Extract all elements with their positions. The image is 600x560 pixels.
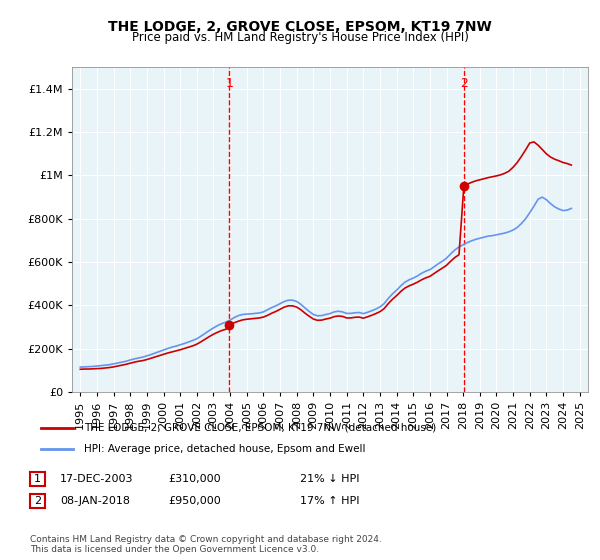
Text: 21% ↓ HPI: 21% ↓ HPI — [300, 474, 359, 484]
Text: Contains HM Land Registry data © Crown copyright and database right 2024.
This d: Contains HM Land Registry data © Crown c… — [30, 535, 382, 554]
Text: 17% ↑ HPI: 17% ↑ HPI — [300, 496, 359, 506]
Text: 2: 2 — [460, 77, 468, 90]
Text: £310,000: £310,000 — [168, 474, 221, 484]
Text: THE LODGE, 2, GROVE CLOSE, EPSOM, KT19 7NW: THE LODGE, 2, GROVE CLOSE, EPSOM, KT19 7… — [108, 20, 492, 34]
Text: 1: 1 — [34, 474, 41, 484]
Text: 2: 2 — [34, 497, 41, 506]
Text: Price paid vs. HM Land Registry's House Price Index (HPI): Price paid vs. HM Land Registry's House … — [131, 31, 469, 44]
Text: HPI: Average price, detached house, Epsom and Ewell: HPI: Average price, detached house, Epso… — [84, 444, 365, 454]
Text: £950,000: £950,000 — [168, 496, 221, 506]
Text: 08-JAN-2018: 08-JAN-2018 — [60, 496, 130, 506]
Text: THE LODGE, 2, GROVE CLOSE, EPSOM, KT19 7NW (detached house): THE LODGE, 2, GROVE CLOSE, EPSOM, KT19 7… — [84, 423, 436, 433]
Text: 17-DEC-2003: 17-DEC-2003 — [60, 474, 133, 484]
Text: 1: 1 — [226, 77, 233, 90]
